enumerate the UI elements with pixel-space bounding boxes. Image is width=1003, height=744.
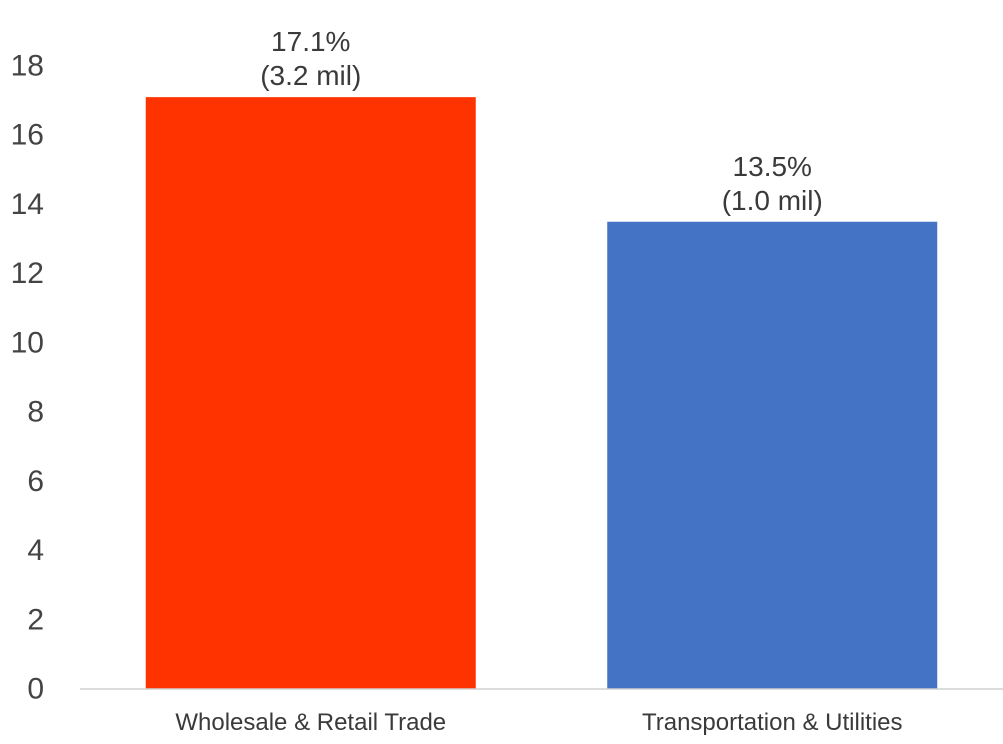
category-labels: Wholesale & Retail Trade Transportation &… [175, 709, 902, 736]
data-label: 13.5% [733, 151, 812, 182]
data-labels: 17.1%(3.2 mil) 13.5%(1.0 mil) [260, 26, 823, 216]
y-tick-label: 10 [11, 326, 44, 359]
data-label: 17.1% [271, 26, 350, 57]
bars [145, 97, 938, 689]
y-tick-label: 2 [27, 603, 44, 636]
y-tick-label: 0 [27, 673, 44, 706]
y-tick-label: 18 [11, 50, 44, 83]
y-axis-ticks: 0 2 4 6 8 10 12 14 16 18 [11, 50, 44, 706]
bar [145, 97, 476, 689]
y-tick-label: 12 [11, 257, 44, 290]
category-label: Wholesale & Retail Trade [175, 709, 446, 736]
data-label: (1.0 mil) [722, 185, 823, 216]
y-tick-label: 8 [27, 396, 44, 429]
y-tick-label: 16 [11, 119, 44, 152]
y-tick-label: 14 [11, 188, 44, 221]
data-label: (3.2 mil) [260, 60, 361, 91]
y-tick-label: 4 [27, 534, 44, 567]
bar [607, 221, 938, 689]
y-tick-label: 6 [27, 465, 44, 498]
category-label: Transportation & Utilities [642, 709, 903, 736]
